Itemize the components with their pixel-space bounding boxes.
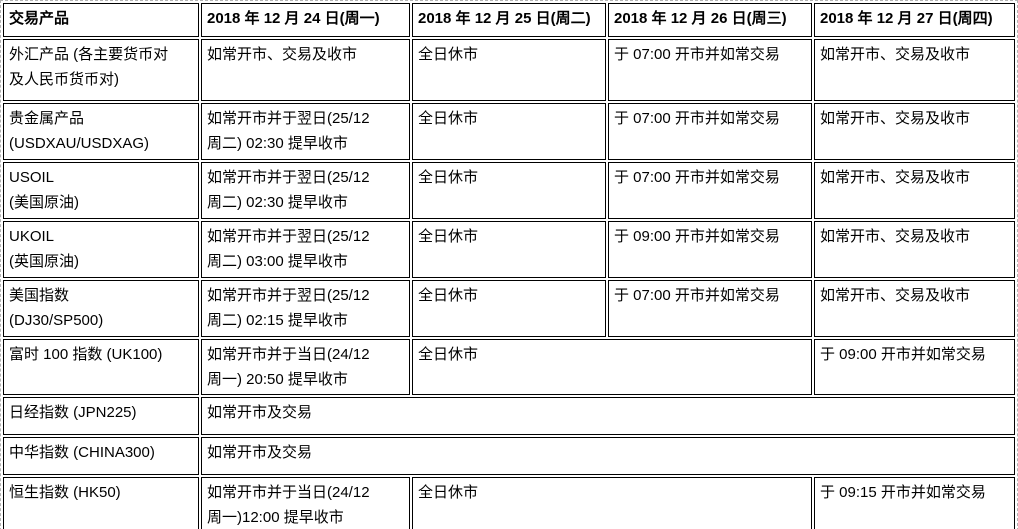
- schedule-cell: 如常开市、交易及收市: [814, 162, 1015, 219]
- header-cell-dec24: 2018 年 12 月 24 日(周一): [201, 3, 410, 37]
- product-cell: 贵金属产品 (USDXAU/USDXAG): [3, 103, 199, 160]
- schedule-cell: 于 07:00 开市并如常交易: [608, 39, 812, 101]
- header-cell-dec27: 2018 年 12 月 27 日(周四): [814, 3, 1015, 37]
- header-row: 交易产品 2018 年 12 月 24 日(周一) 2018 年 12 月 25…: [3, 3, 1015, 37]
- product-cell: 日经指数 (JPN225): [3, 397, 199, 435]
- schedule-cell: 如常开市并于翌日(25/12 周二) 02:30 提早收市: [201, 162, 410, 219]
- table-row-us-indices: 美国指数 (DJ30/SP500) 如常开市并于翌日(25/12 周二) 02:…: [3, 280, 1015, 337]
- product-cell: USOIL (美国原油): [3, 162, 199, 219]
- table-row-usoil: USOIL (美国原油) 如常开市并于翌日(25/12 周二) 02:30 提早…: [3, 162, 1015, 219]
- table-row-ukoil: UKOIL (英国原油) 如常开市并于翌日(25/12 周二) 03:00 提早…: [3, 221, 1015, 278]
- product-cell: 富时 100 指数 (UK100): [3, 339, 199, 395]
- schedule-cell: 全日休市: [412, 162, 606, 219]
- schedule-cell: 如常开市并于当日(24/12 周一) 20:50 提早收市: [201, 339, 410, 395]
- schedule-cell: 如常开市、交易及收市: [814, 39, 1015, 101]
- schedule-cell-spanned: 如常开市及交易: [201, 397, 1015, 435]
- table-row-uk100: 富时 100 指数 (UK100) 如常开市并于当日(24/12 周一) 20:…: [3, 339, 1015, 395]
- product-cell: UKOIL (英国原油): [3, 221, 199, 278]
- schedule-cell: 全日休市: [412, 39, 606, 101]
- schedule-cell: 如常开市、交易及收市: [814, 280, 1015, 337]
- schedule-cell: 如常开市并于翌日(25/12 周二) 02:30 提早收市: [201, 103, 410, 160]
- product-cell: 中华指数 (CHINA300): [3, 437, 199, 475]
- schedule-cell: 于 09:00 开市并如常交易: [814, 339, 1015, 395]
- schedule-cell-spanned: 如常开市及交易: [201, 437, 1015, 475]
- schedule-cell-spanned: 全日休市: [412, 339, 812, 395]
- schedule-cell: 如常开市、交易及收市: [814, 221, 1015, 278]
- table-row-hk50: 恒生指数 (HK50) 如常开市并于当日(24/12 周一)12:00 提早收市…: [3, 477, 1015, 529]
- schedule-cell: 全日休市: [412, 221, 606, 278]
- schedule-cell: 如常开市、交易及收市: [201, 39, 410, 101]
- product-cell: 美国指数 (DJ30/SP500): [3, 280, 199, 337]
- header-cell-dec25: 2018 年 12 月 25 日(周二): [412, 3, 606, 37]
- schedule-cell: 全日休市: [412, 103, 606, 160]
- schedule-cell: 如常开市并于翌日(25/12 周二) 02:15 提早收市: [201, 280, 410, 337]
- product-cell: 外汇产品 (各主要货币对 及人民币货币对): [3, 39, 199, 101]
- schedule-cell: 如常开市并于翌日(25/12 周二) 03:00 提早收市: [201, 221, 410, 278]
- product-cell: 恒生指数 (HK50): [3, 477, 199, 529]
- schedule-cell: 如常开市、交易及收市: [814, 103, 1015, 160]
- schedule-cell: 于 09:15 开市并如常交易: [814, 477, 1015, 529]
- schedule-cell: 全日休市: [412, 280, 606, 337]
- schedule-cell: 于 07:00 开市并如常交易: [608, 162, 812, 219]
- table-row-china300: 中华指数 (CHINA300) 如常开市及交易: [3, 437, 1015, 475]
- schedule-cell-spanned: 全日休市: [412, 477, 812, 529]
- table-row-precious-metals: 贵金属产品 (USDXAU/USDXAG) 如常开市并于翌日(25/12 周二)…: [3, 103, 1015, 160]
- schedule-cell: 于 07:00 开市并如常交易: [608, 280, 812, 337]
- schedule-cell: 如常开市并于当日(24/12 周一)12:00 提早收市: [201, 477, 410, 529]
- schedule-cell: 于 09:00 开市并如常交易: [608, 221, 812, 278]
- table-row-forex: 外汇产品 (各主要货币对 及人民币货币对) 如常开市、交易及收市 全日休市 于 …: [3, 39, 1015, 101]
- header-cell-dec26: 2018 年 12 月 26 日(周三): [608, 3, 812, 37]
- header-cell-product: 交易产品: [3, 3, 199, 37]
- table-row-jpn225: 日经指数 (JPN225) 如常开市及交易: [3, 397, 1015, 435]
- schedule-cell: 于 07:00 开市并如常交易: [608, 103, 812, 160]
